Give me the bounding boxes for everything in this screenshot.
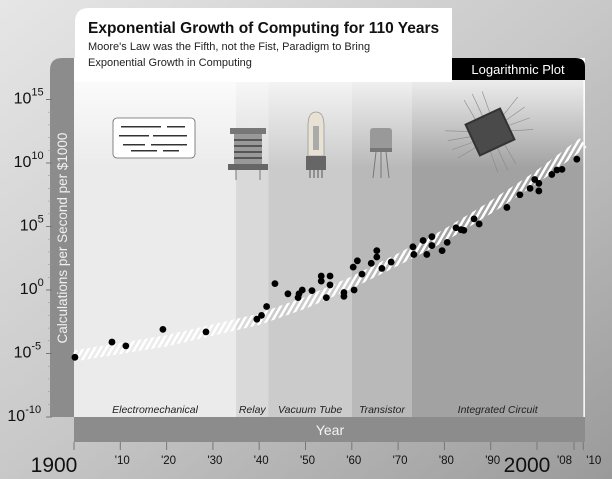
data-point: [202, 328, 210, 336]
data-point: [308, 287, 316, 295]
y-tick-label: 105: [20, 214, 44, 235]
data-point: [317, 277, 325, 285]
data-point: [298, 286, 306, 294]
chart-title: Exponential Growth of Computing for 110 …: [88, 20, 439, 37]
x-tick-label: '40: [254, 455, 269, 467]
punched-card-icon: [112, 117, 196, 159]
y-tick-label: 10-10: [7, 404, 41, 425]
data-point: [516, 191, 524, 199]
era-label: Integrated Circuit: [458, 404, 539, 416]
data-point: [428, 233, 436, 241]
data-point: [553, 166, 561, 174]
x-tick-label: 2000: [504, 454, 551, 477]
transistor-icon: [370, 128, 392, 179]
data-point: [428, 242, 436, 249]
data-point: [410, 251, 418, 258]
data-point: [349, 263, 357, 271]
x-tick-label: '20: [161, 455, 176, 467]
data-point: [373, 247, 381, 255]
x-axis-label: Year: [316, 422, 345, 438]
integrated-circuit-icon: [445, 91, 534, 173]
x-tick-label: '10: [115, 455, 130, 467]
data-point: [326, 281, 334, 289]
era-label: Relay: [239, 404, 267, 416]
data-point: [340, 292, 348, 300]
y-axis-label: Calculations per Second per $1000: [55, 133, 70, 344]
data-point: [443, 238, 451, 246]
y-tick-label: 100: [20, 277, 44, 298]
y-tick-label: 1015: [14, 87, 44, 108]
data-point: [409, 243, 417, 251]
data-point: [573, 155, 581, 163]
era-label: Transistor: [359, 404, 405, 416]
data-point: [253, 315, 261, 323]
y-tick-label: 1010: [14, 150, 44, 171]
data-point: [475, 220, 483, 228]
data-point: [378, 265, 386, 272]
data-point: [263, 303, 271, 310]
data-point: [122, 342, 130, 350]
data-point: [526, 185, 534, 192]
data-point: [271, 280, 279, 288]
vacuum-tube-icon: [306, 111, 326, 178]
x-tick-label: '70: [393, 455, 408, 467]
data-point: [284, 290, 292, 298]
y-tick-label: 10-5: [14, 341, 42, 362]
data-point: [503, 204, 511, 211]
data-point: [367, 259, 375, 267]
data-point: [419, 237, 427, 244]
chart-subtitle-line-2: Exponential Growth in Computing: [88, 57, 252, 69]
relay-icon: [228, 128, 268, 180]
x-axis-bar: [74, 417, 585, 442]
data-point: [358, 270, 366, 278]
data-point: [387, 258, 395, 266]
data-point: [71, 353, 79, 361]
data-point: [317, 272, 325, 280]
logarithmic-plot-badge: [452, 58, 585, 80]
data-point: [159, 325, 167, 333]
data-point: [535, 187, 543, 195]
data-point: [438, 247, 446, 255]
data-point: [548, 171, 556, 178]
x-tick-label: '08: [557, 455, 572, 467]
data-point: [373, 253, 381, 261]
trend-band: [73, 138, 587, 362]
era-label: Electromechanical: [112, 404, 198, 416]
data-point: [353, 257, 361, 265]
title-card: [75, 8, 452, 82]
data-point: [108, 338, 116, 346]
era-label: Vacuum Tube: [278, 404, 342, 416]
data-points: [71, 155, 581, 361]
data-point: [258, 312, 265, 319]
x-axis-ticks: 1900 '10 '20 '30 '40 '50 '60 '70 '80 '90 2000 '08 '1…: [31, 442, 601, 477]
x-tick-label: '30: [207, 455, 222, 467]
data-point: [535, 179, 543, 187]
data-point: [423, 251, 431, 258]
x-tick-label: '80: [439, 455, 454, 467]
y-axis-bar: [50, 58, 74, 417]
data-point: [350, 286, 358, 294]
x-tick-label: '90: [485, 455, 500, 467]
chart-subtitle-line-1: Moore's Law was the Fifth, not the Fist,…: [88, 41, 370, 53]
x-tick-label: 1900: [31, 454, 78, 477]
x-tick-label: '50: [300, 455, 315, 467]
data-point: [470, 215, 478, 223]
logarithmic-plot-label: Logarithmic Plot: [471, 62, 565, 77]
data-point: [322, 294, 330, 302]
x-tick-label: '60: [346, 455, 361, 467]
x-tick-label: '10: [586, 455, 601, 467]
y-axis-ticks: 1015 1010 105 100 10-5 10-10: [7, 87, 52, 425]
data-point: [558, 165, 566, 173]
data-point: [460, 226, 468, 234]
data-point: [326, 272, 334, 280]
